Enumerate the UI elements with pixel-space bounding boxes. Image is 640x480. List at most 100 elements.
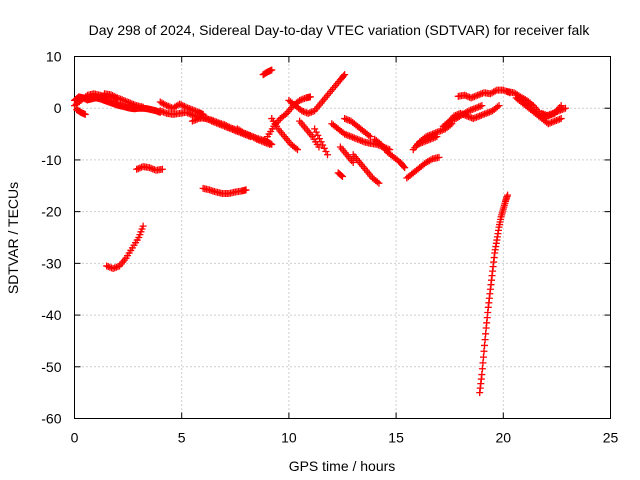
data-point-interp [491,87,499,95]
data-point [293,146,301,154]
data-series-arc-13h-14h-upper [341,115,374,141]
y-tick-label: 0 [54,100,62,116]
chart-title: Day 298 of 2024, Sidereal Day-to-day VTE… [89,22,591,38]
data-point [176,100,184,108]
data-point [268,66,276,74]
data-point-interp [340,72,348,80]
axes: 0 5 10 15 20 25 -60 -50 -40 -30 -20 -10 0 10 [41,49,618,446]
data-series-arc-9h-10h-fall [268,115,301,154]
x-tick-label: 5 [178,430,186,446]
data-point-interp [365,131,373,139]
data-series-arc-22h-23h [538,102,565,120]
data-point-interp [322,148,330,156]
data-series-arc-10h-12h [285,71,349,117]
data-point-interp [206,116,214,124]
data-point [495,102,503,110]
data-series-arc-13h-15h [349,151,383,187]
data-point-interp [337,172,345,180]
data-point [139,222,147,230]
data-point-interp [312,128,320,136]
data-series-arc-14h-15h [371,135,409,172]
y-tick-label: -30 [41,255,61,271]
data-point [366,133,374,141]
data-point-interp [110,92,118,100]
data-point-interp [161,101,169,109]
data-point-interp [373,178,381,186]
data-point-interp [493,103,501,111]
data-point [315,143,323,151]
grid [74,56,611,419]
x-tick-label: 25 [603,430,619,446]
data-point-interp [177,101,185,109]
data-series-arc-11h-12h-low [311,125,331,159]
data-point [557,115,565,123]
data-point [401,164,409,172]
plot-frame [74,56,611,419]
data-series-arc-10h-11h-low [296,117,323,151]
data-point-interp [179,102,187,110]
data-point [107,91,115,99]
data-point [306,93,314,101]
data-series-arc-4h-8h [156,107,274,148]
data-series-arc-minus-twelve [133,163,166,174]
data-point [478,102,486,110]
y-tick-label: -10 [41,152,61,168]
data-point [561,104,569,112]
data-layer [71,66,569,397]
y-tick-label: -60 [41,411,61,427]
x-tick-label: 20 [496,430,512,446]
data-point [268,140,276,148]
data-series-arc-plus-seven [259,66,276,79]
data-series-arc-21h-23h-lower [512,94,565,128]
x-axis-title: GPS time / hours [289,458,396,474]
data-point-interp [109,92,117,100]
data-point-interp [463,108,471,116]
data-point-interp [238,128,246,136]
data-series-arc-minus-twelve-b [334,169,346,180]
data-point-interp [319,141,327,149]
data-point-interp [292,144,300,152]
data-point-interp [375,139,383,147]
data-series-arc-negative-early [103,222,147,273]
data-point [349,159,357,167]
data-point [339,172,346,180]
data-series-arc-8h-9h [233,125,276,148]
x-tick-label: 15 [388,430,404,446]
y-axis-title: SDTVAR / TECUs [5,182,21,294]
data-point [158,165,166,173]
y-tick-label: -20 [41,204,61,220]
data-point [375,179,383,187]
data-point [81,110,89,118]
data-point [311,125,319,133]
data-point [557,102,565,110]
data-point [139,103,147,111]
data-point [433,133,441,141]
data-point [504,191,512,199]
data-point [242,186,250,194]
data-point-interp [112,93,120,101]
data-series-arc-15h-17h-rise [403,153,443,182]
data-point-interp [427,156,435,164]
x-tick-label: 0 [71,430,79,446]
y-tick-label: -50 [41,359,61,375]
data-point [317,138,325,146]
data-series-arc-16h-17h [414,133,441,148]
data-series-arc-12h-13h-b [336,143,357,167]
data-point-interp [528,100,536,108]
data-point [435,153,443,161]
y-tick-label: 10 [46,49,62,65]
data-point [341,71,349,79]
data-point-interp [314,131,322,139]
data-series-arc-mid-early [101,90,147,111]
data-series-arc-17h-19h-lower [439,102,486,130]
data-series-arc-19h-plunge [476,191,512,397]
data-series-arc-4h-6h-upper [156,98,207,118]
x-tick-label: 10 [281,430,297,446]
data-point-interp [82,93,90,101]
data-point-interp [400,162,408,170]
data-point-interp [320,144,328,152]
y-tick-label: -40 [41,307,61,323]
data-point-interp [315,135,323,143]
data-point [323,151,331,159]
